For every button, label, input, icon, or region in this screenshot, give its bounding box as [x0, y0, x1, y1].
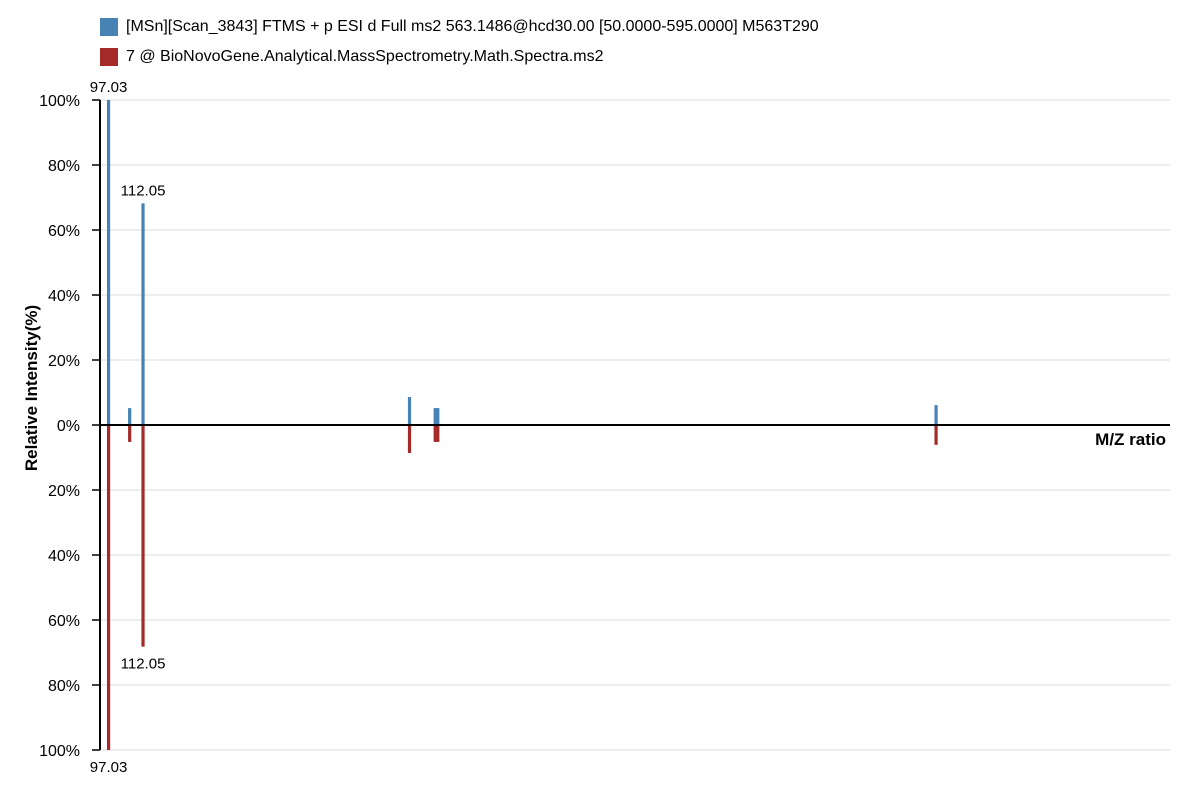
peak-labels: 97.03 112.05 97.03 112.05	[90, 79, 166, 776]
query-peak-bar	[436, 408, 440, 425]
y-tick-label: 40%	[48, 548, 80, 565]
y-tick-label: 100%	[39, 743, 80, 760]
reference-peak-label: 112.05	[121, 656, 166, 673]
reference-peak-bar	[433, 425, 437, 442]
y-tick-label: 80%	[48, 678, 80, 695]
y-tick-label: 100%	[39, 93, 80, 110]
query-peak-bar	[934, 405, 938, 425]
y-tick-label: 60%	[48, 223, 80, 240]
reference-peak-bar	[128, 425, 132, 442]
peak-bars	[106, 100, 938, 750]
query-peak-bar	[407, 397, 412, 425]
y-tick-label: 40%	[48, 288, 80, 305]
reference-peak-bar	[407, 425, 412, 453]
axes	[99, 100, 1170, 750]
reference-peak-bar	[436, 425, 440, 442]
y-tick-label: 0%	[57, 418, 80, 435]
y-tick-label: 20%	[48, 353, 80, 370]
legend-item-reference: 7 @ BioNovoGene.Analytical.MassSpectrome…	[100, 42, 819, 72]
query-peak-bar	[128, 408, 132, 425]
query-peak-bar	[106, 100, 111, 425]
query-peak-bar	[141, 203, 145, 425]
query-peak-bar	[433, 408, 437, 425]
query-peak-label: 112.05	[121, 182, 166, 199]
legend-swatch-reference	[100, 48, 118, 66]
grid-layer	[100, 99, 1170, 751]
reference-peak-bar	[106, 425, 111, 750]
y-tick-labels: 100% 80% 60% 40% 20% 0% 20% 40% 60% 80% 100%	[39, 93, 100, 760]
legend: [MSn][Scan_3843] FTMS + p ESI d Full ms2…	[100, 12, 819, 72]
reference-peak-label: 97.03	[90, 759, 128, 776]
y-tick-label: 20%	[48, 483, 80, 500]
x-axis-title: M/Z ratio	[1095, 430, 1166, 449]
y-tick-label: 60%	[48, 613, 80, 630]
y-axis-title: Relative Intensity(%)	[22, 305, 41, 471]
legend-label-query: [MSn][Scan_3843] FTMS + p ESI d Full ms2…	[126, 18, 819, 35]
reference-peak-bar	[934, 425, 938, 445]
legend-swatch-query	[100, 18, 118, 36]
legend-item-query: [MSn][Scan_3843] FTMS + p ESI d Full ms2…	[100, 12, 819, 42]
query-peak-label: 97.03	[90, 79, 128, 96]
reference-peak-bar	[141, 425, 145, 647]
legend-label-reference: 7 @ BioNovoGene.Analytical.MassSpectrome…	[126, 48, 604, 65]
y-tick-label: 80%	[48, 158, 80, 175]
